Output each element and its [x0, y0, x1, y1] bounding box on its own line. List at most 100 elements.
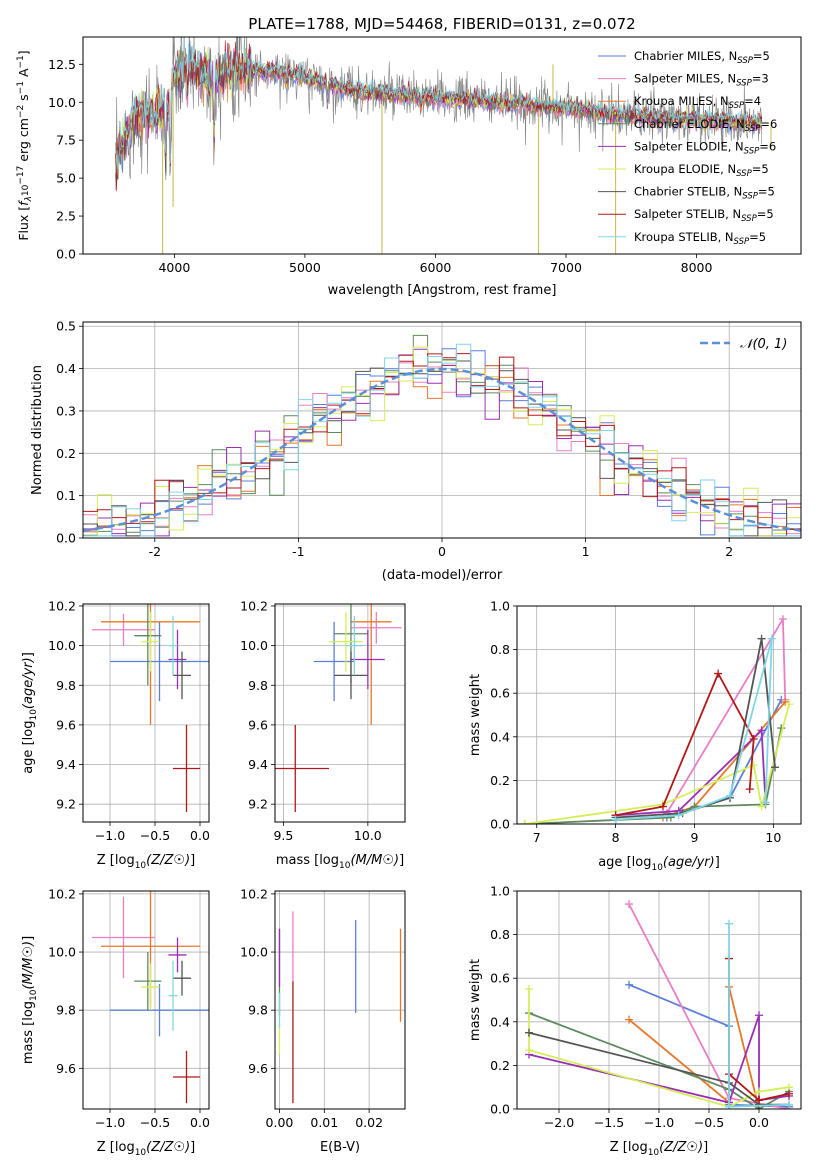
y-tick-label: 0.8 — [490, 642, 510, 657]
axes-frame — [82, 321, 802, 539]
weight-marker-salpeter-miles — [778, 615, 787, 624]
y-tick-label: 10.0 — [48, 638, 76, 653]
y-tick-label: 0.0 — [56, 247, 76, 262]
y-tick-label: 0.0 — [490, 1102, 510, 1117]
y-tick-label: 9.6 — [248, 717, 268, 732]
weight-marker-chabrier-stelib — [757, 634, 766, 643]
legend-label-salpeter-miles: Salpeter MILES, NSSP=3 — [634, 72, 769, 89]
x-tick-label: 7000 — [550, 260, 582, 275]
y-tick-label: 9.8 — [56, 678, 76, 693]
y-tick-label: 2.5 — [56, 209, 76, 224]
axes-frame — [82, 36, 802, 255]
x-tick-label: 0.0 — [190, 1115, 210, 1130]
x-tick-label: 0.0 — [190, 828, 210, 843]
y-tick-label: 0.3 — [56, 403, 76, 418]
legend-label-kroupa-stelib: Kroupa STELIB, NSSP=5 — [634, 230, 766, 247]
x-tick-label: -2 — [149, 544, 161, 559]
weight-line-kroupa-stelib — [615, 638, 773, 821]
x-tick-label: 9.5 — [273, 828, 293, 843]
y-axis-label: Flux [fλ10−17 erg cm−2 s−1 A−1] — [16, 50, 34, 240]
x-tick-label: 9 — [691, 830, 699, 845]
y-tick-label: 7.5 — [56, 133, 76, 148]
histogram-salpeter-elodie — [83, 348, 801, 537]
x-tick-label: −1.5 — [594, 1115, 624, 1130]
x-axis-label: Z [log10(Z/Z☉)] — [610, 1140, 708, 1158]
y-tick-label: 0.4 — [56, 361, 76, 376]
plot-area-massweight-vs-age — [520, 615, 794, 824]
axes-frame — [274, 603, 406, 823]
normal-curve — [83, 367, 801, 532]
weight-marker-kroupa-elodie — [757, 802, 766, 811]
x-tick-label: −0.5 — [140, 828, 170, 843]
y-axis-label: mass weight — [468, 674, 483, 756]
spectrum-model-kroupa-stelib — [115, 37, 763, 172]
y-tick-label: 10.2 — [240, 598, 268, 613]
x-tick-label: −2.0 — [544, 1115, 574, 1130]
weight-marker-salpeter-stelib — [745, 785, 754, 794]
x-tick-label: 2 — [725, 544, 733, 559]
weight-line-salpeter-elodie — [615, 728, 767, 817]
weight-marker-salpeter-elodie — [755, 1011, 763, 1020]
y-tick-label: 9.4 — [56, 757, 76, 772]
legend-label-normal: 𝒩(0, 1) — [740, 337, 787, 352]
y-tick-label: 12.5 — [48, 57, 76, 72]
y-tick-label: 0.2 — [490, 1058, 510, 1073]
axes-frame — [82, 890, 210, 1110]
y-axis-label: mass [log10(M/M☉)] — [21, 936, 39, 1064]
x-axis-label: mass [log10(M/M☉)] — [276, 853, 404, 871]
y-tick-label: 0.8 — [490, 927, 510, 942]
x-tick-label: −0.5 — [140, 1115, 170, 1130]
x-tick-label: 5000 — [289, 260, 321, 275]
x-tick-label: -1 — [292, 544, 304, 559]
weight-marker-kroupa-stelib — [611, 815, 620, 824]
y-tick-label: 0.6 — [490, 971, 510, 986]
x-tick-label: −1.0 — [644, 1115, 674, 1130]
y-tick-label: 10.2 — [240, 886, 268, 901]
plot-area-massweight-vs-Z — [525, 900, 793, 1109]
x-tick-label: 0.0 — [749, 1115, 769, 1130]
panel-massweight-vs-age: 7 8 9 10 0.0 0.2 0.4 0.6 0.8 1.0 age [log10(age/yr… — [468, 599, 802, 873]
weight-marker-kroupa-stelib — [725, 1102, 733, 1109]
y-tick-label: 9.6 — [56, 1061, 76, 1076]
weight-marker-kroupa-elodie — [755, 1087, 763, 1096]
plot-area-residuals — [83, 334, 801, 537]
weight-marker-kroupa-stelib — [725, 919, 733, 928]
y-tick-label: 0.4 — [490, 1014, 510, 1029]
legend-label-chabrier-miles: Chabrier MILES, NSSP=5 — [634, 49, 770, 66]
y-tick-label: 0.2 — [490, 773, 510, 788]
x-tick-label: 7 — [533, 830, 541, 845]
x-axis-label: (data-model)/error — [382, 568, 503, 583]
weight-marker-salpeter-stelib — [785, 1089, 793, 1098]
y-tick-label: 10.2 — [48, 886, 76, 901]
plot-area-age-vs-mass — [275, 604, 402, 813]
x-axis-label: age [log10(age/yr)] — [598, 855, 720, 873]
x-tick-label: 10.0 — [354, 828, 382, 843]
y-tick-label: 10.0 — [48, 945, 76, 960]
x-tick-label: 1 — [582, 544, 590, 559]
weight-marker-salpeter-elodie — [757, 726, 766, 735]
legend-label-chabrier-stelib: Chabrier STELIB, NSSP=5 — [634, 185, 775, 202]
y-tick-label: 9.8 — [248, 1003, 268, 1018]
y-axis-label: age [log10(age/yr)] — [21, 652, 39, 774]
axes-frame — [82, 603, 210, 823]
x-tick-label: −1.0 — [95, 1115, 125, 1130]
x-tick-label: 0.02 — [355, 1115, 383, 1130]
y-axis-label: mass weight — [468, 959, 483, 1041]
panel-spectrum: 4000 5000 6000 7000 8000 0.0 2.5 5.0 7.5 10.0 12.5… — [16, 36, 802, 298]
y-tick-label: 0.1 — [56, 488, 76, 503]
weight-marker-salpeter-miles — [625, 900, 633, 909]
y-tick-label: 0.0 — [56, 531, 76, 546]
panel-mass-vs-Z: −1.0 −0.5 0.0 9.6 9.8 10.0 10.2 Z [log10(Z/Z☉)]… — [21, 886, 210, 1158]
y-tick-label: 10.0 — [240, 945, 268, 960]
weight-marker-salpeter-stelib — [755, 1096, 763, 1105]
y-tick-label: 0.5 — [56, 319, 76, 334]
legend-label-salpeter-elodie: Salpeter ELODIE, NSSP=6 — [634, 139, 776, 156]
weight-marker-kroupa-elodie — [525, 1046, 533, 1055]
weight-marker-salpeter-stelib — [714, 669, 723, 678]
plot-area-age-vs-Z — [92, 604, 209, 813]
weight-marker-salpeter-stelib — [749, 734, 758, 743]
y-tick-label: 1.0 — [490, 884, 510, 899]
weight-marker-kroupa-elodie — [520, 820, 529, 824]
y-tick-label: 9.8 — [248, 678, 268, 693]
